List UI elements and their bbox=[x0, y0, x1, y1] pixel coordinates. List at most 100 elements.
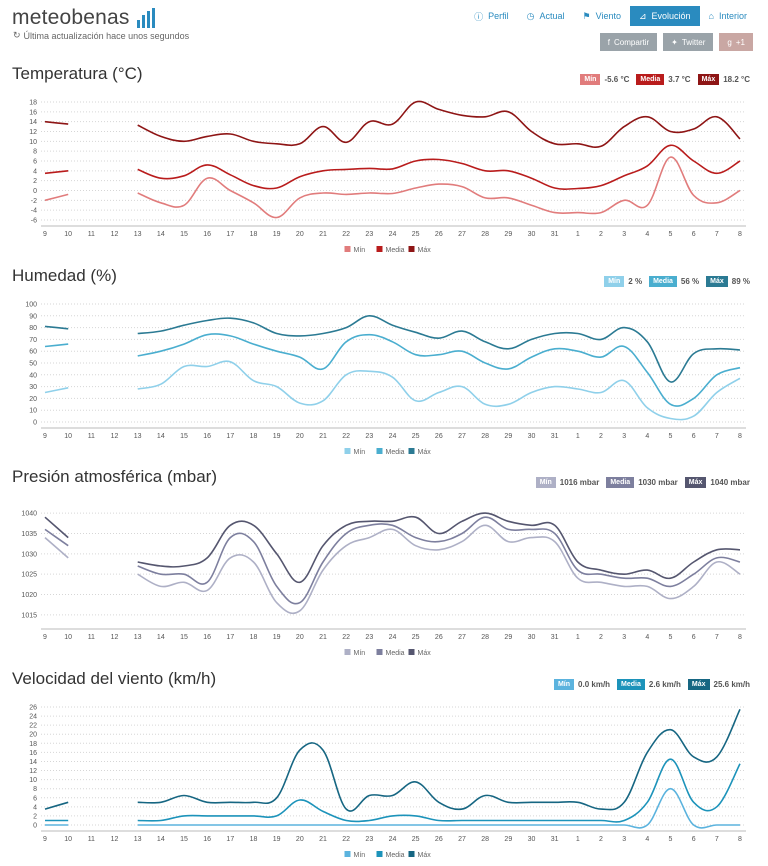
legend-label[interactable]: Máx bbox=[418, 247, 432, 254]
x-tick-label: 8 bbox=[738, 836, 742, 843]
area-chart-icon: ⊿ bbox=[638, 10, 647, 21]
legend-label[interactable]: Mín bbox=[354, 449, 366, 456]
y-tick-label: 6 bbox=[33, 159, 37, 166]
pressure-badges: Mín 1016 mbar Media 1030 mbar Máx 1040 mbar bbox=[535, 477, 750, 488]
x-tick-label: 30 bbox=[528, 231, 536, 238]
wind-speed-mean-badge: Media 2.6 km/h bbox=[617, 679, 681, 690]
x-tick-label: 4 bbox=[645, 836, 649, 843]
legend-label[interactable]: Media bbox=[386, 247, 405, 254]
temperature-min-badge: Mín -5.6 °C bbox=[580, 74, 629, 85]
y-tick-label: 1035 bbox=[21, 531, 37, 538]
x-tick-label: 30 bbox=[528, 836, 536, 843]
series-line-media bbox=[137, 144, 741, 190]
nav-viento[interactable]: ⚑ Viento bbox=[574, 6, 630, 26]
temperature-max-badge: Máx 18.2 °C bbox=[697, 74, 750, 85]
pressure-title: Presión atmosférica (mbar) bbox=[12, 467, 218, 486]
x-tick-label: 18 bbox=[250, 634, 258, 641]
x-tick-label: 9 bbox=[43, 231, 47, 238]
x-tick-label: 26 bbox=[435, 231, 443, 238]
x-tick-label: 30 bbox=[528, 634, 536, 641]
x-tick-label: 29 bbox=[504, 634, 512, 641]
legend-label[interactable]: Media bbox=[386, 449, 405, 456]
x-tick-label: 7 bbox=[715, 634, 719, 641]
last-update-text: Última actualización hace unos segundos bbox=[23, 30, 190, 41]
x-tick-label: 8 bbox=[738, 231, 742, 238]
y-tick-label: 8 bbox=[33, 149, 37, 156]
badge-value: 1040 mbar bbox=[710, 478, 750, 487]
legend-label[interactable]: Mín bbox=[354, 247, 366, 254]
share-google-plus-button[interactable]: g +1 bbox=[719, 33, 753, 51]
share-facebook-button[interactable]: f Compartir bbox=[599, 33, 658, 51]
x-tick-label: 25 bbox=[412, 231, 420, 238]
y-tick-label: 90 bbox=[29, 313, 37, 320]
nav-interior[interactable]: ⌂ Interior bbox=[700, 6, 756, 26]
nav-interior-label: Interior bbox=[718, 11, 747, 21]
nav-actual[interactable]: ◷ Actual bbox=[518, 6, 574, 26]
x-tick-label: 12 bbox=[111, 836, 119, 843]
x-tick-label: 23 bbox=[365, 836, 373, 843]
flag-icon: ⚑ bbox=[582, 10, 591, 21]
x-tick-label: 18 bbox=[250, 231, 258, 238]
share-google-plus-label: +1 bbox=[735, 37, 745, 47]
x-tick-label: 13 bbox=[134, 231, 142, 238]
legend-label[interactable]: Mín bbox=[354, 852, 366, 859]
temperature-mean-badge: Media 3.7 °C bbox=[636, 74, 691, 85]
badge-value: -5.6 °C bbox=[604, 75, 630, 84]
x-tick-label: 19 bbox=[273, 836, 281, 843]
x-tick-label: 17 bbox=[226, 433, 234, 440]
legend-label[interactable]: Media bbox=[386, 852, 405, 859]
y-tick-label: 12 bbox=[29, 768, 37, 775]
series-line-media bbox=[44, 343, 69, 348]
x-tick-label: 10 bbox=[64, 433, 72, 440]
x-tick-label: 24 bbox=[389, 836, 397, 843]
y-tick-label: 20 bbox=[29, 732, 37, 739]
x-tick-label: 2 bbox=[599, 836, 603, 843]
legend-label[interactable]: Mín bbox=[354, 650, 366, 657]
y-tick-label: 70 bbox=[29, 337, 37, 344]
pressure-min-badge: Mín 1016 mbar bbox=[535, 477, 600, 488]
badge-value: 1016 mbar bbox=[559, 478, 600, 487]
last-update: ↻ Última actualización hace unos segundo… bbox=[13, 30, 189, 41]
x-tick-label: 12 bbox=[111, 634, 119, 641]
x-tick-label: 13 bbox=[134, 836, 142, 843]
legend-label[interactable]: Máx bbox=[418, 852, 432, 859]
y-tick-label: 60 bbox=[29, 349, 37, 356]
x-tick-label: 16 bbox=[203, 836, 211, 843]
humidity-title: Humedad (%) bbox=[12, 266, 117, 285]
y-tick-label: 2 bbox=[33, 178, 37, 185]
x-tick-label: 14 bbox=[157, 634, 165, 641]
nav-perfil[interactable]: ⓘ Perfil bbox=[465, 6, 518, 26]
x-tick-label: 19 bbox=[273, 231, 281, 238]
y-tick-label: 18 bbox=[29, 741, 37, 748]
x-tick-label: 15 bbox=[180, 836, 188, 843]
x-tick-label: 22 bbox=[342, 836, 350, 843]
x-tick-label: 28 bbox=[481, 836, 489, 843]
series-line-máx bbox=[137, 100, 741, 149]
badge-value: 25.6 km/h bbox=[713, 680, 750, 689]
brand[interactable]: meteobenas bbox=[12, 6, 155, 30]
legend-label[interactable]: Máx bbox=[418, 449, 432, 456]
wind-speed-max-badge: Máx 25.6 km/h bbox=[687, 679, 750, 690]
legend-swatch bbox=[376, 649, 383, 655]
y-tick-label: 4 bbox=[33, 168, 37, 175]
x-tick-label: 12 bbox=[111, 433, 119, 440]
x-tick-label: 19 bbox=[273, 433, 281, 440]
share-twitter-button[interactable]: ✦ Twitter bbox=[663, 33, 714, 51]
x-tick-label: 5 bbox=[669, 836, 673, 843]
nav-actual-label: Actual bbox=[539, 11, 565, 21]
legend-label[interactable]: Máx bbox=[418, 650, 432, 657]
x-tick-label: 6 bbox=[692, 836, 696, 843]
nav-evolucion[interactable]: ⊿ Evolución bbox=[629, 6, 700, 26]
series-line-máx bbox=[44, 325, 69, 330]
x-tick-label: 7 bbox=[715, 231, 719, 238]
series-line-mín bbox=[137, 787, 740, 829]
legend-swatch bbox=[408, 246, 415, 252]
x-tick-label: 6 bbox=[692, 231, 696, 238]
y-tick-label: 22 bbox=[29, 723, 37, 730]
x-tick-label: 31 bbox=[551, 433, 559, 440]
wind-speed-section: Velocidad del viento (km/h) Mín 0.0 km/h … bbox=[0, 669, 768, 866]
x-tick-label: 18 bbox=[250, 836, 258, 843]
series-line-media bbox=[137, 516, 741, 605]
legend-label[interactable]: Media bbox=[386, 650, 405, 657]
